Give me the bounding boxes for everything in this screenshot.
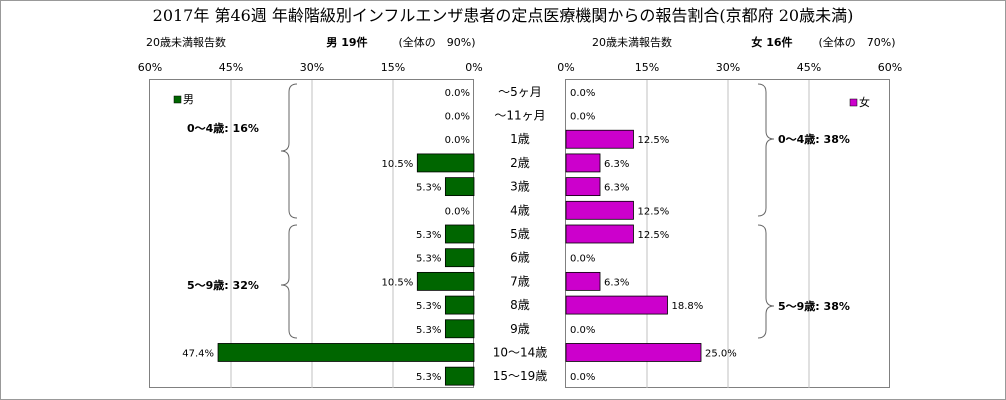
female-value-label: 0.0%	[570, 88, 595, 99]
male-bar	[217, 343, 475, 362]
male-value-label: 5.3%	[416, 301, 441, 312]
category-label: 15～19歳	[493, 369, 548, 383]
left-brace-0-4	[280, 83, 298, 219]
female-value-label: 0.0%	[570, 254, 595, 265]
male-bar	[444, 248, 475, 268]
male-bar	[444, 224, 475, 244]
female-value-label: 0.0%	[570, 325, 595, 336]
right-x-tick-label: 45%	[797, 61, 821, 74]
female-value-label: 18.8%	[672, 301, 704, 312]
male-value-label: 5.3%	[416, 372, 441, 383]
female-value-label: 0.0%	[570, 112, 595, 123]
right-share: (全体の 70%)	[818, 35, 895, 49]
category-label: 1歳	[510, 132, 530, 146]
female-value-label: 6.3%	[604, 159, 629, 170]
male-value-label: 10.5%	[382, 277, 414, 288]
right-group-0-4-label: 0～4歳: 38%	[778, 132, 850, 146]
male-value-label: 0.0%	[445, 206, 470, 217]
right-x-tick-label: 60%	[878, 61, 902, 74]
right-sex-total: 女 16件	[751, 35, 792, 49]
right-brace-0-4	[757, 83, 775, 217]
female-value-label: 6.3%	[604, 277, 629, 288]
right-group-5-9-label: 5～9歳: 38%	[778, 299, 850, 313]
left-x-tick-label: 30%	[300, 61, 324, 74]
male-bar	[444, 177, 475, 197]
male-value-label: 5.3%	[416, 325, 441, 336]
left-x-tick-label: 0%	[465, 61, 482, 74]
left-group-0-4-label: 0～4歳: 16%	[187, 121, 259, 135]
left-sex-total: 男 19件	[326, 35, 367, 49]
male-value-label: 5.3%	[416, 230, 441, 241]
female-value-label: 25.0%	[705, 348, 737, 359]
category-label: 10～14歳	[493, 345, 548, 359]
female-bar	[565, 177, 601, 197]
category-label: 5歳	[510, 227, 530, 241]
female-bar	[565, 295, 668, 315]
right-legend-swatch	[849, 98, 858, 107]
category-label: 4歳	[510, 203, 530, 217]
right-x-tick-label: 0%	[557, 61, 574, 74]
female-bar	[565, 200, 634, 220]
male-bar	[444, 366, 475, 386]
male-bar	[416, 271, 475, 291]
female-value-label: 12.5%	[638, 230, 670, 241]
female-value-label: 0.0%	[570, 372, 595, 383]
right-x-tick-label: 30%	[716, 61, 740, 74]
female-value-label: 12.5%	[638, 135, 670, 146]
male-value-label: 10.5%	[382, 159, 414, 170]
right-legend: 女	[849, 95, 870, 109]
category-label: 3歳	[510, 180, 530, 194]
female-bar	[565, 129, 634, 149]
left-legend-label: 男	[183, 93, 194, 106]
male-bar	[416, 153, 475, 173]
category-label: 7歳	[510, 274, 530, 288]
male-bar	[444, 295, 475, 315]
category-label: 2歳	[510, 156, 530, 170]
left-x-tick-label: 45%	[219, 61, 243, 74]
female-bar	[565, 224, 634, 244]
category-label: ～5ヶ月	[498, 85, 542, 99]
female-bar	[565, 343, 702, 362]
right-x-tick-label: 15%	[635, 61, 659, 74]
category-label: 6歳	[510, 251, 530, 265]
male-value-label: 5.3%	[416, 254, 441, 265]
right-brace-5-9	[757, 224, 775, 339]
female-bar	[565, 153, 601, 173]
right-legend-label: 女	[859, 95, 870, 109]
female-value-label: 12.5%	[638, 206, 670, 217]
category-label: 8歳	[510, 298, 530, 312]
right-count-label: 20歳未満報告数	[592, 36, 672, 49]
left-legend: 男	[173, 93, 194, 106]
male-bar	[444, 319, 475, 339]
left-legend-swatch	[173, 95, 182, 104]
left-brace-5-9	[280, 224, 298, 339]
left-x-tick-label: 15%	[381, 61, 405, 74]
male-value-label: 47.4%	[182, 348, 214, 359]
category-label: ～11ヶ月	[494, 109, 545, 123]
male-value-label: 5.3%	[416, 183, 441, 194]
male-value-label: 0.0%	[445, 135, 470, 146]
category-label: 9歳	[510, 322, 530, 336]
male-value-label: 0.0%	[445, 112, 470, 123]
left-share: (全体の 90%)	[398, 35, 475, 49]
chart-title: 2017年 第46週 年齢階級別インフルエンザ患者の定点医療機関からの報告割合(…	[153, 6, 854, 25]
female-bar	[565, 271, 601, 291]
female-value-label: 6.3%	[604, 183, 629, 194]
male-value-label: 0.0%	[445, 88, 470, 99]
left-group-5-9-label: 5～9歳: 32%	[187, 278, 259, 292]
left-x-tick-label: 60%	[138, 61, 162, 74]
left-count-label: 20歳未満報告数	[146, 36, 226, 49]
